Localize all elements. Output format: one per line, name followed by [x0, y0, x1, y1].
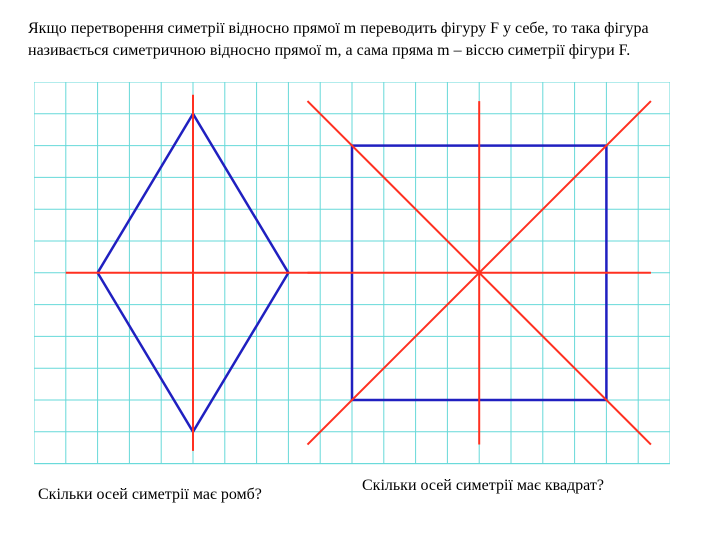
page: Якщо перетворення симетрії відносно прям… [0, 0, 720, 540]
question-square: Скільки осей симетрії має квадрат? [362, 477, 604, 495]
question-rhombus: Скільки осей симетрії має ромб? [38, 486, 262, 504]
diagram-container [34, 82, 670, 470]
definition-text: Якщо перетворення симетрії відносно прям… [28, 18, 706, 63]
symmetry-diagram [34, 82, 670, 465]
